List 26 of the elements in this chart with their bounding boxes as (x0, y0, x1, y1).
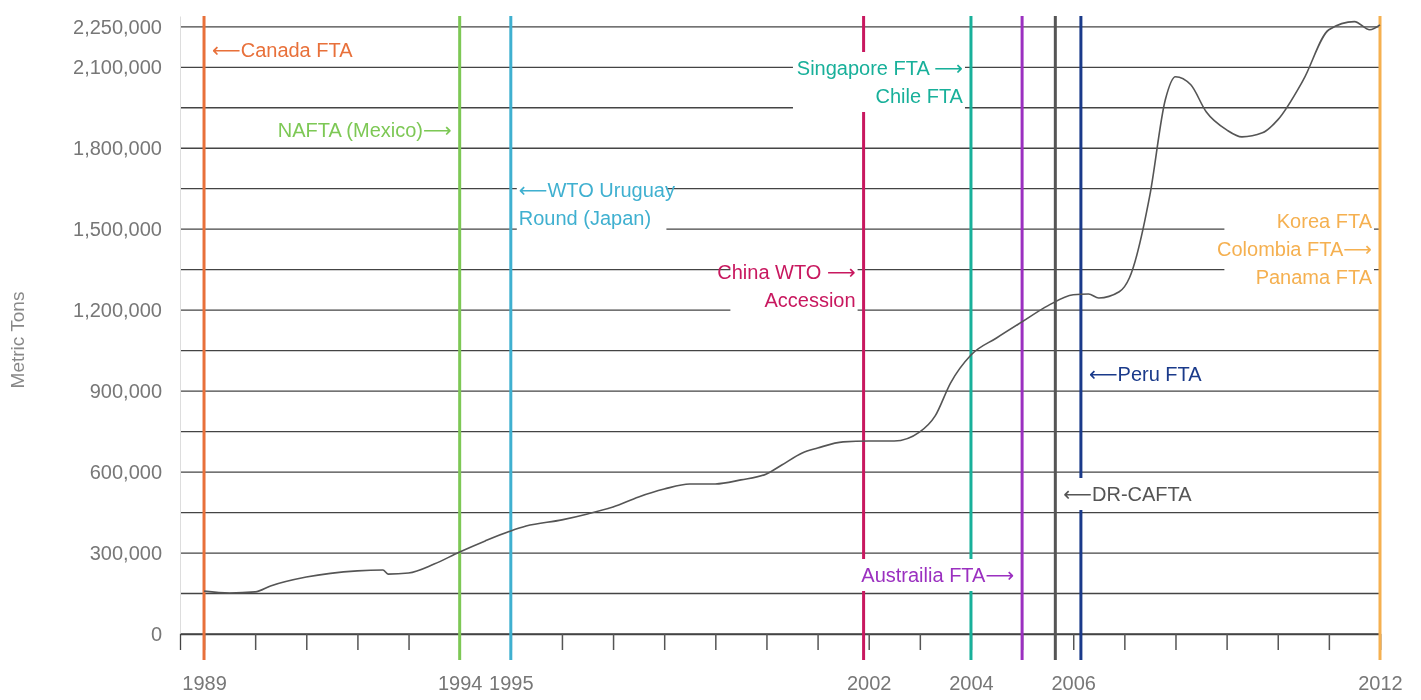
y-tick-label: 1,800,000 (73, 137, 162, 160)
y-tick-label: 2,100,000 (73, 56, 162, 79)
ref-line-label: Korea FTA Colombia FTA⟶ Panama FTA (1217, 210, 1373, 288)
ref-line-label: China WTO ⟶ Accession (717, 261, 856, 311)
y-tick-label: 300,000 (89, 541, 162, 564)
ref-line-label: ⟵WTO Uruguay Round (Japan) (518, 179, 675, 229)
y-tick-label: 900,000 (89, 380, 162, 403)
ref-line-label: NAFTA (Mexico)⟶ (277, 119, 452, 141)
x-tick-label: 1994 (437, 672, 483, 695)
x-tick-label: 2004 (949, 672, 994, 695)
y-tick-label: 1,500,000 (73, 218, 162, 241)
y-axis-title: Metric Tons (7, 291, 28, 389)
x-tick-label: 2002 (846, 672, 892, 695)
y-tick-label: 600,000 (89, 460, 162, 483)
ref-line-label: ⟵DR-CAFTA (1063, 483, 1193, 505)
x-tick-label: 2006 (1051, 672, 1096, 695)
y-tick-label: 2,250,000 (73, 15, 162, 38)
ref-line-label: Singapore FTA ⟶ Chile FTA (796, 57, 964, 107)
x-tick-label: 1989 (182, 672, 227, 695)
x-tick-label: 2012 (1358, 672, 1403, 695)
y-tick-label: 1,200,000 (73, 299, 162, 322)
y-tick-label: 0 (150, 622, 162, 645)
ref-line-label: ⟵Peru FTA (1088, 363, 1203, 385)
ref-line-label: Austrailia FTA⟶ (861, 564, 1015, 586)
x-tick-label: 1995 (489, 672, 534, 695)
ref-line-label: ⟵Canada FTA (212, 39, 354, 61)
